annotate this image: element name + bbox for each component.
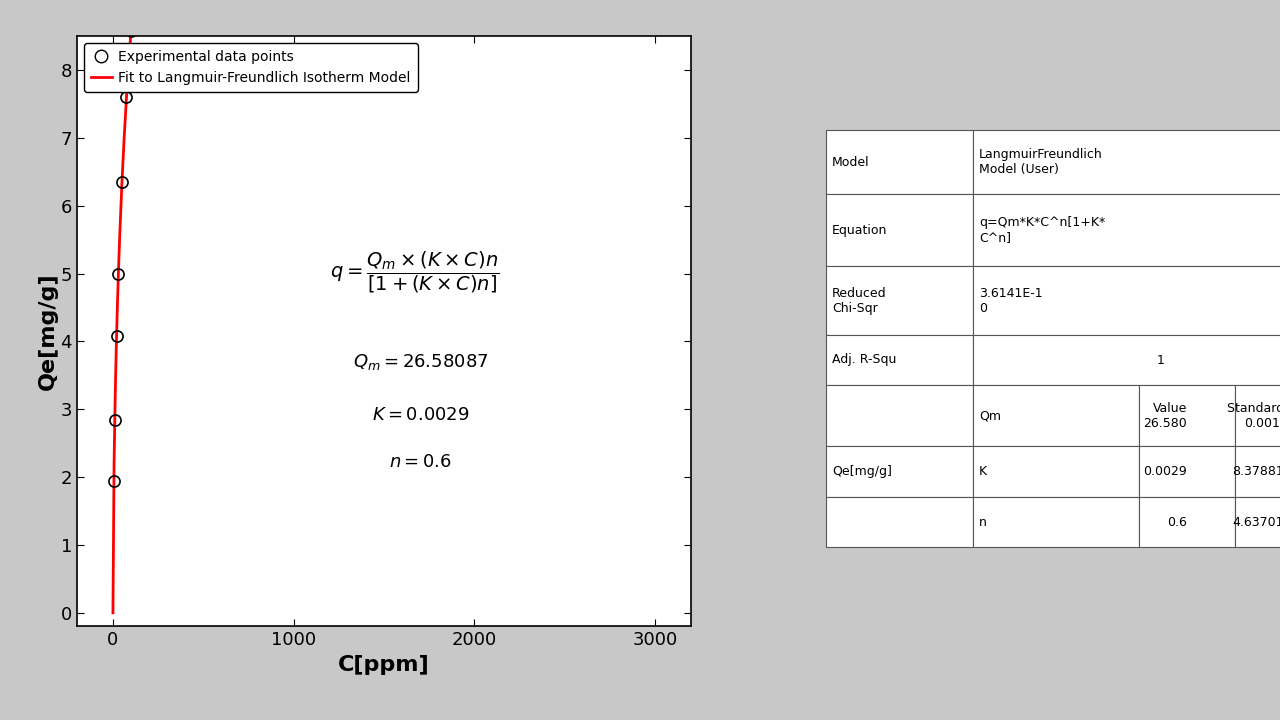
Text: LangmuirFreundlich
Model (User): LangmuirFreundlich Model (User) (979, 148, 1103, 176)
Text: q=Qm*K*C^n[1+K*
C^n]: q=Qm*K*C^n[1+K* C^n] (979, 217, 1106, 244)
Text: 8.37881E-: 8.37881E- (1231, 465, 1280, 478)
Text: K: K (979, 465, 987, 478)
Text: Value
26.580: Value 26.580 (1143, 402, 1188, 430)
X-axis label: C[ppm]: C[ppm] (338, 654, 430, 675)
Text: Reduced
Chi-Sqr: Reduced Chi-Sqr (832, 287, 887, 315)
Text: Standard E
0.00124: Standard E 0.00124 (1228, 402, 1280, 430)
Text: 3.6141E-1
0: 3.6141E-1 0 (979, 287, 1043, 315)
Text: $Q_m = 26.58087$: $Q_m = 26.58087$ (353, 351, 489, 372)
Text: $q = \dfrac{Q_m \times (K \times C)n}{\left[1 + (K \times C)n\right]}$: $q = \dfrac{Q_m \times (K \times C)n}{\l… (330, 249, 499, 295)
Text: 0.0029: 0.0029 (1143, 465, 1188, 478)
Text: Qe[mg/g]: Qe[mg/g] (832, 465, 892, 478)
Text: Equation: Equation (832, 224, 887, 237)
Text: $K = 0.0029$: $K = 0.0029$ (372, 406, 470, 424)
Text: Adj. R-Squ: Adj. R-Squ (832, 354, 896, 366)
Text: Qm: Qm (979, 409, 1001, 423)
Text: n: n (979, 516, 987, 528)
Text: 4.63701E-: 4.63701E- (1233, 516, 1280, 528)
Text: 0.6: 0.6 (1167, 516, 1188, 528)
Legend: Experimental data points, Fit to Langmuir-Freundlich Isotherm Model: Experimental data points, Fit to Langmui… (83, 43, 417, 91)
Y-axis label: Qe[mg/g]: Qe[mg/g] (37, 272, 58, 390)
Text: Model: Model (832, 156, 869, 168)
Text: 1: 1 (1157, 354, 1165, 366)
Text: $n = 0.6$: $n = 0.6$ (389, 453, 452, 471)
